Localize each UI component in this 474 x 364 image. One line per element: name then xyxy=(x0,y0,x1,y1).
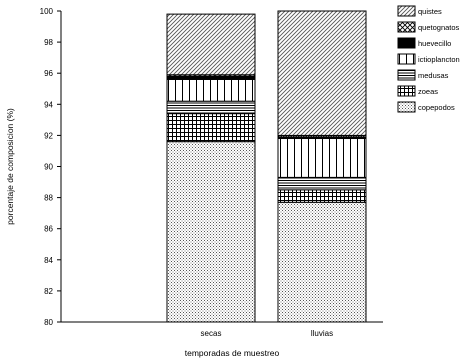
y-tick-label: 94 xyxy=(44,100,53,109)
bar-segment-copepodos xyxy=(166,141,256,323)
legend-swatch xyxy=(397,53,416,65)
legend-item-huevecillo: huevecillo xyxy=(397,37,451,49)
legend-swatch xyxy=(397,21,416,33)
legend-label: quistes xyxy=(418,7,442,16)
bar-segment-quistes xyxy=(277,10,367,136)
y-tick-label: 88 xyxy=(44,194,53,203)
bars xyxy=(166,10,367,323)
legend: quistes quetognatos huevecillo ictioplancto… xyxy=(397,5,460,113)
plot-area: 80 82 84 86 88 90 92 94 96 98 100 secas lluvias xyxy=(40,7,383,338)
bar-segment-ictioplancton xyxy=(166,78,256,102)
y-tick-label: 90 xyxy=(44,163,53,172)
legend-item-quetognatos: quetognatos xyxy=(397,21,460,33)
legend-item-medusas: medusas xyxy=(397,69,449,81)
x-tick-label: secas xyxy=(201,329,222,338)
y-tick-label: 80 xyxy=(44,318,53,327)
bar-segment-quistes xyxy=(166,13,256,76)
bar-segment-zoeas xyxy=(277,189,367,203)
bar-stack-lluvias xyxy=(277,10,367,323)
legend-label: quetognatos xyxy=(418,23,460,32)
bar-segment-zoeas xyxy=(166,113,256,143)
bar-segment-medusas xyxy=(277,176,367,191)
legend-item-quistes: quistes xyxy=(397,5,442,17)
legend-swatch xyxy=(397,37,416,49)
legend-label: medusas xyxy=(418,71,449,80)
x-tick-labels: secas lluvias xyxy=(201,329,334,338)
legend-label: copepodos xyxy=(418,103,455,112)
legend-item-zoeas: zoeas xyxy=(397,85,438,97)
legend-swatch xyxy=(397,5,416,17)
y-tick-label: 98 xyxy=(44,38,53,47)
y-tick-label: 86 xyxy=(44,225,53,234)
x-tick-label: lluvias xyxy=(311,329,333,338)
legend-label: zoeas xyxy=(418,87,438,96)
legend-swatch xyxy=(397,85,416,97)
y-tick-label: 92 xyxy=(44,131,53,140)
y-tick-label: 82 xyxy=(44,287,53,296)
x-axis-title: temporadas de muestreo xyxy=(185,348,280,358)
bar-segment-medusas xyxy=(166,100,256,115)
legend-label: ictioplancton xyxy=(418,55,460,64)
legend-swatch xyxy=(397,69,416,81)
legend-label: huevecillo xyxy=(418,39,451,48)
bar-stack-secas xyxy=(166,13,256,323)
y-axis-title: porcentaje de composicion (%) xyxy=(5,108,15,225)
bar-segment-copepodos xyxy=(277,201,367,323)
y-tick-label: 100 xyxy=(40,7,54,16)
y-tick-label: 96 xyxy=(44,69,53,78)
legend-item-ictioplancton: ictioplancton xyxy=(397,53,460,65)
y-tick-label: 84 xyxy=(44,256,53,265)
legend-swatch xyxy=(397,101,416,113)
y-ticks: 80 82 84 86 88 90 92 94 96 98 100 xyxy=(40,7,61,327)
bar-segment-ictioplancton xyxy=(277,138,367,178)
legend-item-copepodos: copepodos xyxy=(397,101,455,113)
